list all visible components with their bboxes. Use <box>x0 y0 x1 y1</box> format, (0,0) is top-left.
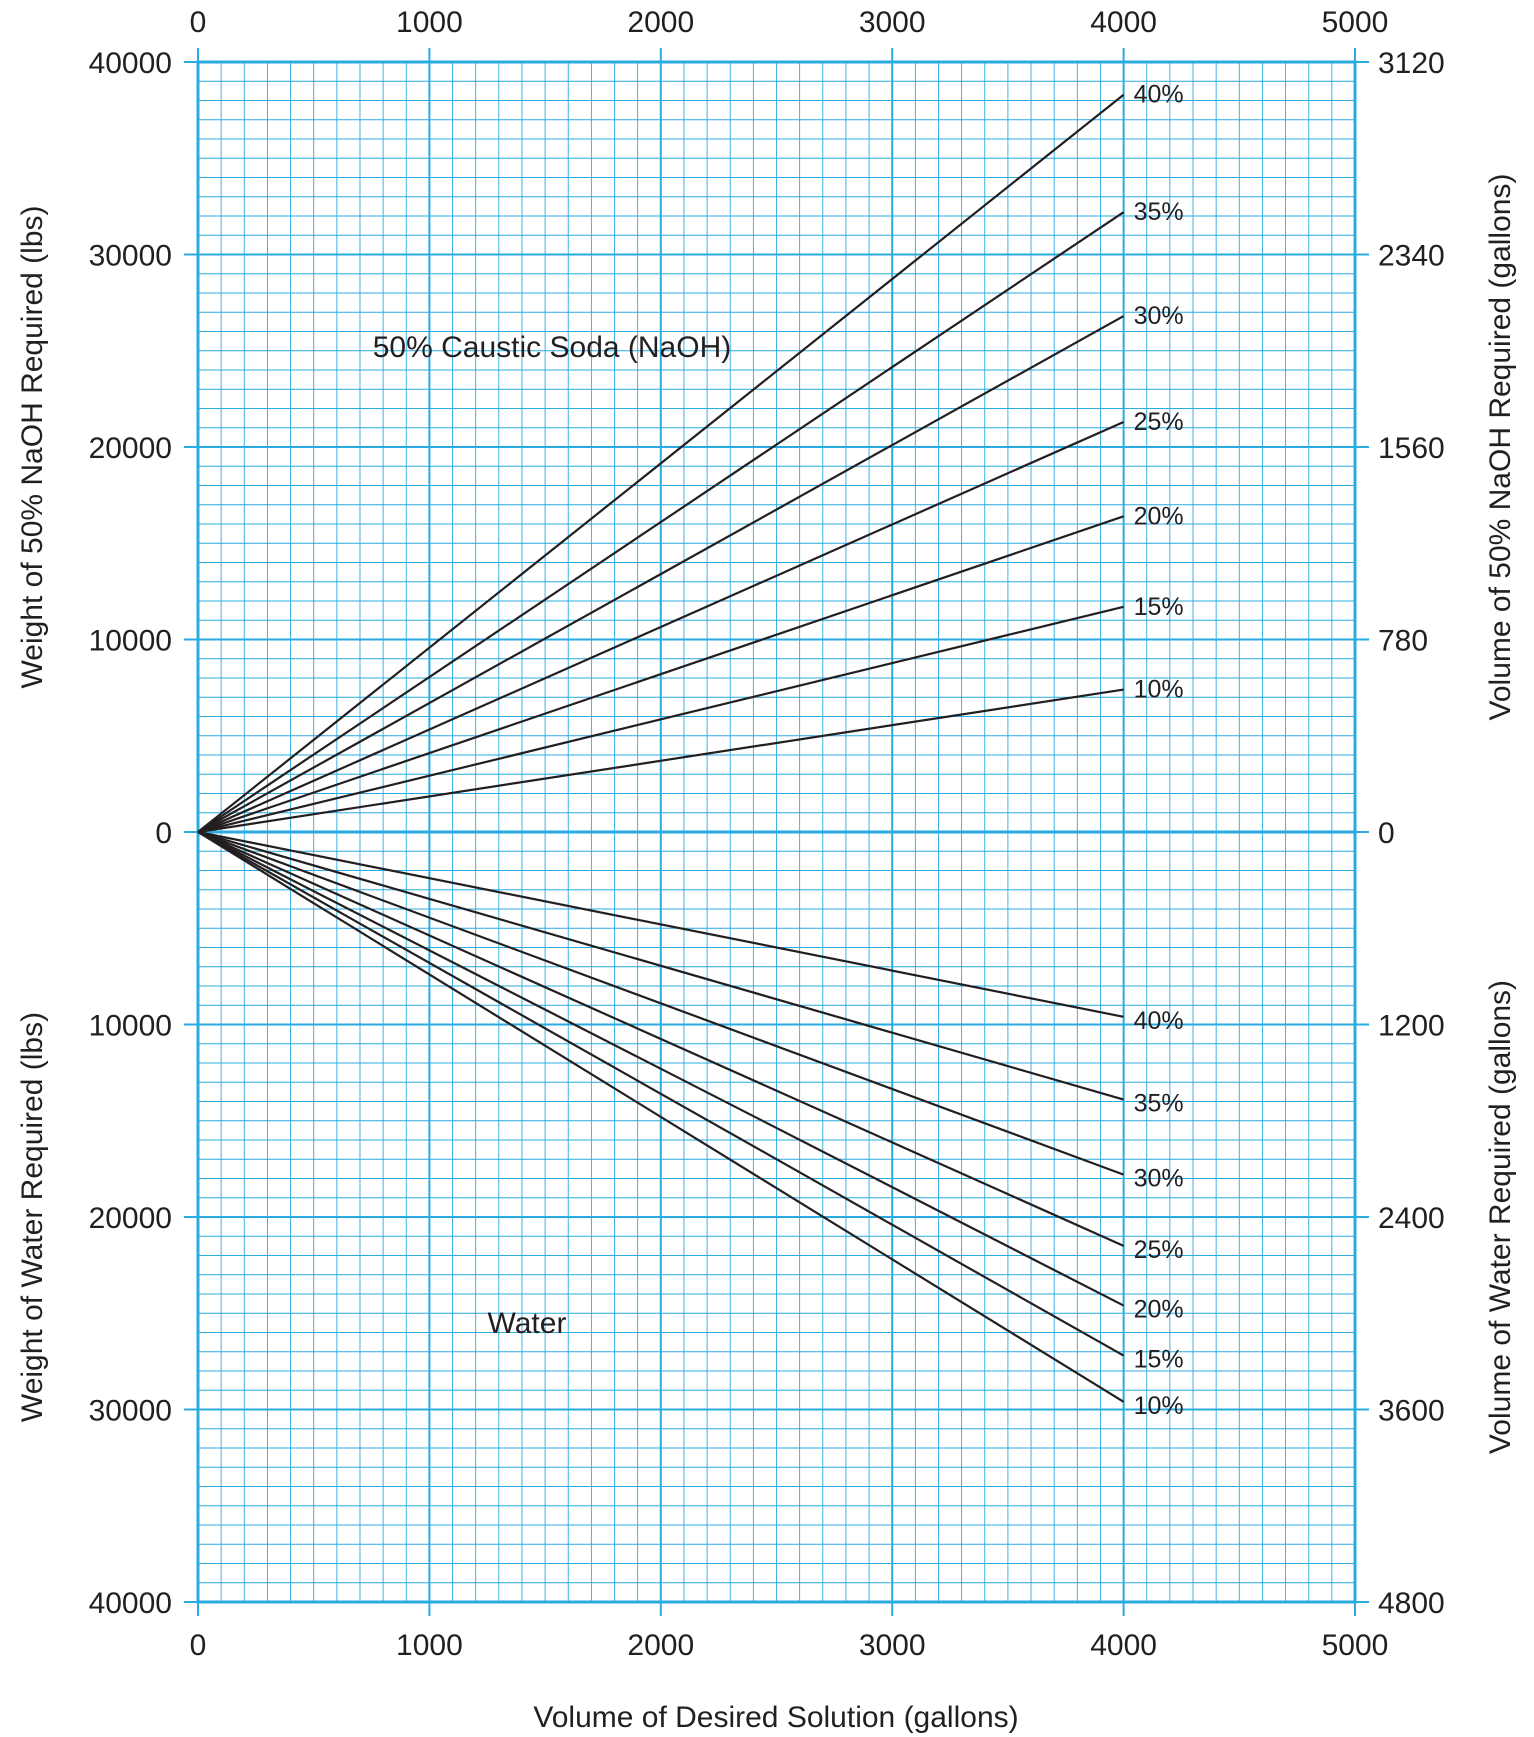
naoh-series-line <box>197 211 1125 833</box>
water-series-label: 25% <box>1134 1236 1184 1264</box>
left-upper-axis-title: Weight of 50% NaOH Required (lbs) <box>16 206 49 689</box>
bottom-axis-tick-label: 5000 <box>1322 1629 1389 1662</box>
water-series-label: 40% <box>1134 1007 1184 1035</box>
left-upper-tick-label: 40000 <box>89 47 172 80</box>
left-upper-tick-label: 10000 <box>89 625 172 658</box>
water-series-label: 20% <box>1134 1296 1184 1324</box>
naoh-series-label: 30% <box>1134 302 1184 330</box>
left-lower-tick-label: 20000 <box>89 1202 172 1235</box>
top-axis-tick-label: 1000 <box>396 6 463 39</box>
naoh-series-line <box>197 515 1124 834</box>
naoh-series-line <box>197 315 1125 833</box>
top-axis-tick-label: 5000 <box>1322 6 1389 39</box>
left-lower-tick-label: 30000 <box>89 1395 172 1428</box>
naoh-series-label: 20% <box>1134 502 1184 530</box>
bottom-axis-tick-label: 4000 <box>1090 1629 1157 1662</box>
left-lower-axis-title: Weight of Water Required (lbs) <box>16 1012 49 1422</box>
left-upper-tick-label: 30000 <box>89 240 172 273</box>
water-series-label: 30% <box>1134 1165 1184 1193</box>
right-upper-tick-label: 3120 <box>1378 47 1445 80</box>
bottom-axis-tick-label: 1000 <box>396 1629 463 1662</box>
water-series-line <box>197 830 1124 1018</box>
top-axis-tick-label: 3000 <box>859 6 926 39</box>
axis-ticks <box>184 48 1369 1616</box>
left-lower-tick-label: 40000 <box>89 1587 172 1620</box>
naoh-series-line <box>197 420 1125 834</box>
left-zero-tick-label: 0 <box>155 817 172 850</box>
right-lower-tick-label: 2400 <box>1378 1202 1445 1235</box>
water-series-line <box>197 830 1125 1247</box>
water-series-label: 10% <box>1134 1392 1184 1420</box>
water-series-line <box>197 831 1125 1403</box>
right-upper-axis-title: Volume of 50% NaOH Required (gallons) <box>1484 174 1517 721</box>
top-axis-tick-label: 2000 <box>627 6 694 39</box>
labels: 0 1000 2000 3000 4000 5000 0 1000 2000 3000 4000 50… <box>16 6 1517 1734</box>
naoh-series-line <box>197 93 1125 833</box>
naoh-series-label: 35% <box>1134 198 1184 226</box>
top-axis-tick-label: 4000 <box>1090 6 1157 39</box>
bottom-axis-tick-label: 2000 <box>627 1629 694 1662</box>
grid-major <box>198 62 1355 1602</box>
water-series-line <box>197 831 1125 1357</box>
water-series-line <box>197 831 1125 1307</box>
naoh-series-line <box>197 688 1124 834</box>
water-series-line <box>197 830 1124 1101</box>
water-series-label: 15% <box>1134 1346 1184 1374</box>
left-lower-tick-label: 10000 <box>89 1010 172 1043</box>
naoh-series-label: 25% <box>1134 408 1184 436</box>
series-lines <box>197 93 1125 1403</box>
naoh-region-label: 50% Caustic Soda (NaOH) <box>373 331 731 364</box>
right-lower-tick-label: 1200 <box>1378 1010 1445 1043</box>
naoh-series-label: 15% <box>1134 593 1184 621</box>
right-upper-tick-label: 2340 <box>1378 240 1445 273</box>
bottom-axis-tick-label: 3000 <box>859 1629 926 1662</box>
x-axis-title: Volume of Desired Solution (gallons) <box>533 1701 1018 1734</box>
bottom-axis-tick-label: 0 <box>190 1629 207 1662</box>
right-lower-tick-label: 3600 <box>1378 1395 1445 1428</box>
right-zero-tick-label: 0 <box>1378 817 1395 850</box>
naoh-series-line <box>197 605 1124 834</box>
right-lower-tick-label: 4800 <box>1378 1587 1445 1620</box>
right-lower-axis-title: Volume of Water Required (gallons) <box>1484 980 1517 1454</box>
water-series-line <box>197 830 1124 1176</box>
naoh-series-label: 40% <box>1134 81 1184 109</box>
water-region-label: Water <box>488 1307 567 1340</box>
water-series-label: 35% <box>1134 1090 1184 1118</box>
right-upper-tick-label: 780 <box>1378 625 1428 658</box>
right-upper-tick-label: 1560 <box>1378 432 1445 465</box>
naoh-series-label: 10% <box>1134 676 1184 704</box>
top-axis-tick-label: 0 <box>190 6 207 39</box>
left-upper-tick-label: 20000 <box>89 432 172 465</box>
